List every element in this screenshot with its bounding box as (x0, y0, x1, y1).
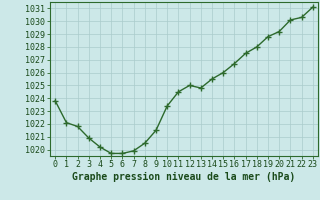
X-axis label: Graphe pression niveau de la mer (hPa): Graphe pression niveau de la mer (hPa) (72, 172, 296, 182)
